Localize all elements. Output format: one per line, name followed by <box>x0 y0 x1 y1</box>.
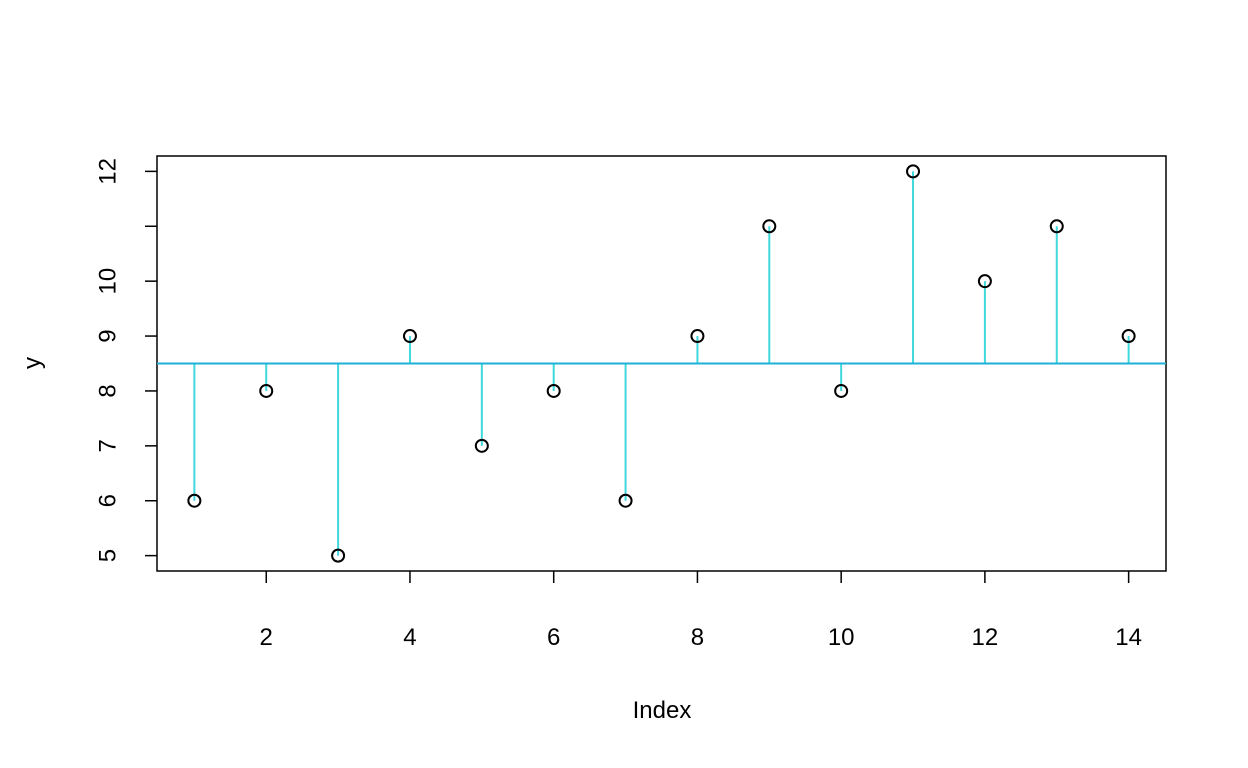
point <box>834 383 849 398</box>
y-tick-label: 10 <box>94 268 121 295</box>
point <box>618 493 633 508</box>
y-tick-label: 7 <box>94 439 121 452</box>
x-tick-label: 2 <box>260 624 273 651</box>
point <box>690 329 705 344</box>
x-tick-label: 4 <box>403 624 416 651</box>
x-tick-label: 8 <box>691 624 704 651</box>
y-axis-label: y <box>19 357 46 369</box>
point <box>762 219 777 234</box>
point <box>474 438 489 453</box>
y-tick-label: 6 <box>94 494 121 507</box>
point <box>331 548 346 563</box>
point <box>906 164 921 179</box>
point <box>977 274 992 289</box>
x-axis-label: Index <box>633 697 692 724</box>
point <box>1121 329 1136 344</box>
point <box>1049 219 1064 234</box>
x-tick-label: 12 <box>972 624 999 651</box>
y-tick-label: 8 <box>94 384 121 397</box>
y-tick-label: 9 <box>94 329 121 342</box>
y-tick-label: 12 <box>94 158 121 185</box>
point <box>259 383 274 398</box>
x-tick-label: 14 <box>1115 624 1142 651</box>
point <box>187 493 202 508</box>
x-tick-label: 6 <box>547 624 560 651</box>
point <box>402 329 417 344</box>
y-tick-label: 5 <box>94 549 121 562</box>
point <box>546 383 561 398</box>
x-tick-label: 10 <box>828 624 855 651</box>
